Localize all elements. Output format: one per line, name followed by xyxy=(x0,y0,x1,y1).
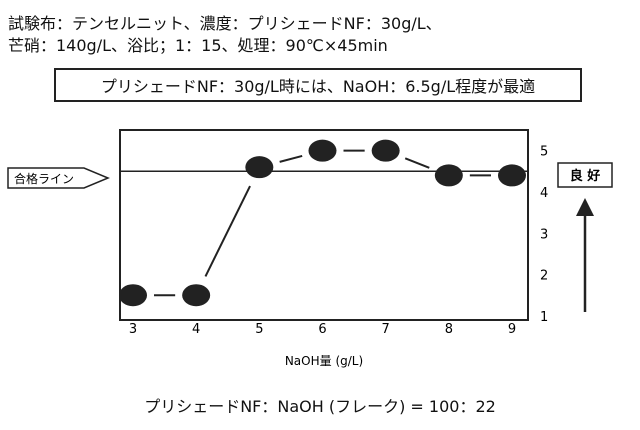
optimum-note-box: プリシェードNF：30g/L時には、NaOH：6.5g/L程度が最適 xyxy=(54,68,582,102)
data-point xyxy=(182,284,211,307)
series-segment xyxy=(404,157,430,169)
pass-line-label: 合格ライン xyxy=(14,171,74,186)
y-tick-labels: 1 2 3 4 5 xyxy=(540,145,548,325)
quality-label: 良 好 xyxy=(570,168,601,184)
x-tick-label: 7 xyxy=(382,322,390,337)
y-tick-label: 4 xyxy=(540,186,548,201)
quality-box xyxy=(557,162,613,188)
data-point xyxy=(245,156,274,179)
x-tick-label: 5 xyxy=(255,322,263,337)
ratio-label: プリシェードNF：NaOH (フレーク) = 100：22 xyxy=(144,397,496,416)
series-segment xyxy=(204,185,251,277)
x-tick-label: 4 xyxy=(192,322,200,337)
x-tick-label: 8 xyxy=(445,322,453,337)
test-conditions-line-1: 試験布：テンセルニット、濃度：プリシェードNF：30g/L、 xyxy=(8,14,442,33)
quality-arrow-head xyxy=(576,198,594,216)
data-point xyxy=(119,284,147,307)
test-conditions-line-2: 芒硝：140g/L、浴比；1：15、処理：90℃×45min xyxy=(8,36,388,55)
series-line xyxy=(154,149,491,297)
x-tick-labels: 3 4 5 6 7 8 9 xyxy=(129,322,516,337)
y-tick-label: 2 xyxy=(540,269,548,284)
data-point xyxy=(371,139,400,162)
plot-frame xyxy=(119,129,529,321)
optimum-note-text: プリシェードNF：30g/L時には、NaOH：6.5g/L程度が最適 xyxy=(100,77,536,96)
x-tick-label: 6 xyxy=(318,322,326,337)
x-tick-label: 9 xyxy=(508,322,516,337)
data-point xyxy=(308,139,337,162)
x-axis-label: NaOH量 (g/L) xyxy=(285,354,363,368)
pass-line-callout xyxy=(7,167,110,189)
series-segment xyxy=(279,154,303,163)
data-point xyxy=(498,164,526,187)
y-tick-label: 5 xyxy=(540,145,548,160)
x-tick-label: 3 xyxy=(129,322,137,337)
y-tick-label: 3 xyxy=(540,227,548,242)
y-tick-label: 1 xyxy=(540,310,548,325)
data-point xyxy=(434,164,463,187)
series-markers xyxy=(119,139,526,307)
